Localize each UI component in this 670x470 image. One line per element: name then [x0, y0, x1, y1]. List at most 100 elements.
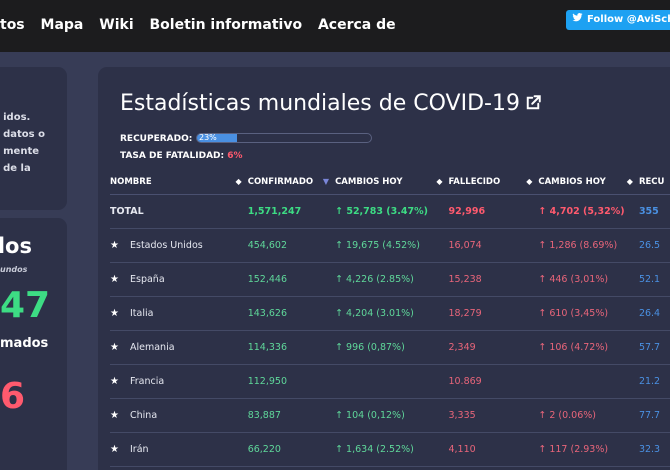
header-nombre[interactable]: NOMBRE ◆	[110, 170, 248, 195]
confirmed-cell: 112,950	[247, 364, 336, 399]
summary-label: mados	[0, 336, 49, 351]
page-title[interactable]: Estadísticas mundiales de COVID-19	[120, 91, 542, 116]
summary-card: dos undos 47 mados 6	[0, 218, 67, 470]
country-cell: ★ China	[110, 398, 248, 433]
recovered-stat: RECUPERADO:	[120, 134, 192, 144]
sort-icon: ◆	[235, 176, 242, 186]
star-icon[interactable]: ★	[110, 341, 119, 353]
nav-item-boletin[interactable]: Boletin informativo	[149, 17, 303, 33]
death-change-cell: ↑ 1,286 (8.69%)	[538, 228, 639, 263]
recovered-cell: 57.7	[638, 330, 670, 365]
death-change-cell: ↑ 2 (0.06%)	[538, 398, 639, 433]
world-stats-card: Estadísticas mundiales de COVID-19 RECUP…	[98, 67, 670, 470]
nav-item-mapa[interactable]: Mapa	[40, 17, 84, 33]
summary-subtitle: undos	[0, 265, 28, 274]
star-icon[interactable]: ★	[110, 273, 119, 285]
country-name: Alemania	[130, 341, 175, 353]
recovered-label: RECUPERADO:	[120, 134, 193, 144]
info-line: de la	[3, 163, 31, 174]
summary-red-number: 6	[0, 376, 26, 417]
total-label: TOTAL	[110, 194, 248, 229]
sort-desc-icon: ▼	[322, 176, 330, 186]
deaths-cell: 2,349	[448, 330, 539, 365]
sort-icon: ◆	[526, 176, 533, 186]
deaths-cell: 15,238	[448, 262, 539, 297]
star-icon[interactable]: ★	[110, 239, 119, 251]
country-name: Estados Unidos	[130, 239, 203, 251]
recovered-cell: 26.4	[638, 296, 670, 331]
recovered-cell: 77.7	[638, 398, 670, 433]
total-confirmed: 1,571,247	[247, 194, 336, 229]
recovered-cell: 26.5	[638, 228, 670, 263]
star-icon[interactable]: ★	[110, 409, 119, 421]
page-title-text: Estadísticas mundiales de COVID-19	[120, 91, 520, 116]
star-icon[interactable]: ★	[110, 443, 119, 455]
header-label: FALLECIDO	[448, 176, 501, 187]
twitter-follow-button[interactable]: Follow @AviSchiffmann	[566, 10, 670, 30]
header-label: CONFIRMADO	[247, 176, 314, 187]
country-name: China	[130, 409, 158, 421]
country-name: Francia	[130, 375, 165, 387]
table-row[interactable]: ★ España 152,446 ↑ 4,226 (2.85%) 15,238 ↑ 446…	[110, 262, 670, 297]
table-row[interactable]: ★ Italia 143,626 ↑ 4,204 (3.01%) 18,279 ↑ 610…	[110, 296, 670, 331]
country-name: Italia	[130, 307, 154, 319]
twitter-follow-label: Follow @AviSchiffmann	[587, 14, 670, 25]
star-icon[interactable]: ★	[110, 307, 119, 319]
nav-item-datos[interactable]: tos	[0, 17, 25, 33]
change-cell: ↑ 4,226 (2.85%)	[335, 262, 449, 297]
country-cell: ★ Alemania	[110, 330, 248, 365]
confirmed-cell: 114,336	[247, 330, 336, 365]
summary-title: dos	[0, 234, 32, 258]
nav-item-acerca[interactable]: Acerca de	[317, 17, 396, 33]
header-label: CAMBIOS HOY	[335, 176, 403, 187]
header-label: NOMBRE	[110, 176, 152, 187]
total-recovered: 355	[638, 194, 670, 229]
external-link-icon[interactable]	[524, 94, 542, 112]
country-cell: ★ España	[110, 262, 248, 297]
change-cell: ↑ 4,204 (3.01%)	[335, 296, 449, 331]
header-recuperado[interactable]: RECU	[638, 170, 670, 195]
recovered-percent: 23%	[199, 133, 217, 142]
info-card-text: idos. datos o mente de la	[3, 109, 45, 177]
recovered-progress-bar: 23%	[196, 133, 372, 143]
recovered-cell: 52.1	[638, 262, 670, 297]
table-row[interactable]: ★ China 83,887 ↑ 104 (0,12%) 3,335 ↑ 2 (0.06%…	[110, 398, 670, 433]
death-change-cell: ↑ 446 (3,01%)	[538, 262, 639, 297]
change-cell: ↑ 996 (0,87%)	[335, 330, 449, 365]
table-header-row: NOMBRE ◆ CONFIRMADO ▼ CAMBIOS HOY ◆ FALLECI…	[110, 170, 670, 195]
nav-item-wiki[interactable]: Wiki	[99, 17, 134, 33]
fatality-label: TASA DE FATALIDAD:	[120, 151, 225, 161]
star-icon[interactable]: ★	[110, 375, 119, 387]
header-cambios-hoy-fallecidos[interactable]: CAMBIOS HOY ◆	[538, 170, 639, 195]
info-line: datos o	[3, 129, 45, 140]
header-cambios-hoy[interactable]: CAMBIOS HOY ◆	[335, 170, 449, 195]
table-row[interactable]: ★ Irán 66,220 ↑ 1,634 (2.52%) 4,110 ↑ 117 (2.…	[110, 432, 670, 467]
total-change: ↑ 52,783 (3.47%)	[335, 194, 449, 229]
country-name: Irán	[130, 443, 149, 455]
table-row[interactable]: ★ Alemania 114,336 ↑ 996 (0,87%) 2,349 ↑ 106 …	[110, 330, 670, 365]
info-card: idos. datos o mente de la	[0, 67, 67, 210]
table-row[interactable]: ★ Estados Unidos 454,602 ↑ 19,675 (4.52%) 16…	[110, 228, 670, 263]
table-row[interactable]: ★ Francia 112,950 10.869 21.2	[110, 364, 670, 399]
header-confirmado[interactable]: CONFIRMADO ▼	[247, 170, 336, 195]
header-label: RECU	[638, 176, 665, 187]
info-line: mente	[3, 146, 40, 157]
top-navigation: tos Mapa Wiki Boletin informativo Acerca…	[0, 0, 670, 52]
summary-green-number: 47	[0, 285, 51, 326]
recovered-progress-fill	[197, 134, 238, 142]
fatality-stat: TASA DE FATALIDAD: 6%	[120, 151, 243, 161]
deaths-cell: 4,110	[448, 432, 539, 467]
total-death-change: ↑ 4,702 (5,32%)	[538, 194, 639, 229]
confirmed-cell: 143,626	[247, 296, 336, 331]
total-deaths: 92,996	[448, 194, 539, 229]
deaths-cell: 16,074	[448, 228, 539, 263]
confirmed-cell: 454,602	[247, 228, 336, 263]
recovered-cell: 32.3	[638, 432, 670, 467]
change-cell: ↑ 19,675 (4.52%)	[335, 228, 449, 263]
header-fallecido[interactable]: FALLECIDO ◆	[448, 170, 539, 195]
deaths-cell: 3,335	[448, 398, 539, 433]
death-change-cell: ↑ 117 (2.93%)	[538, 432, 639, 467]
header-label: CAMBIOS HOY	[538, 176, 606, 187]
deaths-cell: 18,279	[448, 296, 539, 331]
death-change-cell: ↑ 610 (3,45%)	[538, 296, 639, 331]
